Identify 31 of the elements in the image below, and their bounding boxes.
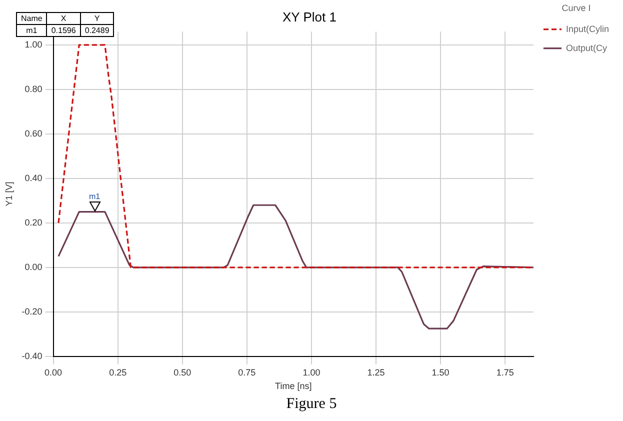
x-tick-label: 1.50: [432, 367, 450, 378]
legend-label: Input(Cylin: [566, 24, 610, 34]
caption: Figure 5: [285, 396, 338, 413]
annotation: m1: [88, 192, 101, 202]
y-tick-label: 0.20: [24, 217, 42, 228]
y-tick-label: -0.20: [22, 306, 42, 316]
text: m1: [16, 24, 47, 36]
y-axis-title: Y1 [V]: [4, 182, 14, 206]
x-tick-label: 0.50: [174, 367, 192, 378]
y-tick-label: 0.40: [24, 172, 42, 183]
legend-label: Output(Cy: [566, 42, 608, 53]
y-tick-label: 0.80: [24, 84, 42, 94]
annotation: 0.1596: [46, 24, 80, 36]
annotation: 0.2489: [80, 24, 114, 36]
chart-title: XY Plot 1: [282, 9, 336, 24]
legend-title: Curve I: [562, 2, 591, 13]
line-series: [58, 44, 534, 268]
x-tick-label: 1.00: [302, 367, 320, 378]
x-tick-label: 1.75: [496, 367, 514, 378]
x-tick-label: 1.25: [367, 367, 385, 378]
x-tick-label: 0.75: [238, 367, 256, 378]
text: Y: [80, 12, 114, 24]
y-tick-label: 0.00: [24, 262, 42, 272]
text: X: [46, 12, 80, 24]
x-axis-title: Time [ns]: [275, 381, 312, 392]
x-tick-label: 0.25: [109, 367, 127, 378]
x-tick-label: 0.00: [44, 367, 62, 378]
text: Name: [16, 12, 47, 24]
y-tick-label: 0.60: [24, 128, 42, 138]
y-tick-label: 1.00: [24, 39, 42, 50]
y-tick-label: -0.40: [22, 350, 42, 361]
